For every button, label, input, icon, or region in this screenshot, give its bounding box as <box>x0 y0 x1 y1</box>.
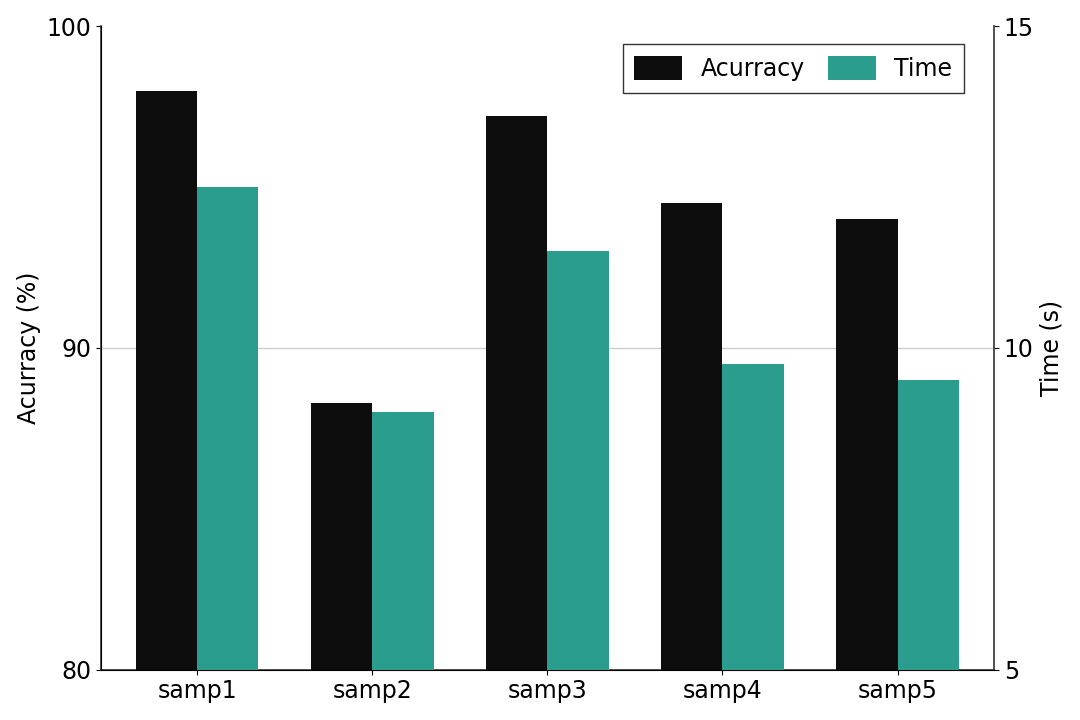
Bar <box>136 91 198 720</box>
Y-axis label: Time (s): Time (s) <box>1039 300 1064 396</box>
Bar <box>198 187 258 720</box>
Bar <box>311 402 373 720</box>
Bar <box>373 413 433 720</box>
Bar <box>836 219 897 720</box>
Bar <box>897 380 959 720</box>
Bar <box>661 203 723 720</box>
Bar <box>723 364 784 720</box>
Bar <box>548 251 609 720</box>
Bar <box>486 116 548 720</box>
Y-axis label: Acurracy (%): Acurracy (%) <box>16 271 41 424</box>
Legend: Acurracy, Time: Acurracy, Time <box>622 45 964 93</box>
